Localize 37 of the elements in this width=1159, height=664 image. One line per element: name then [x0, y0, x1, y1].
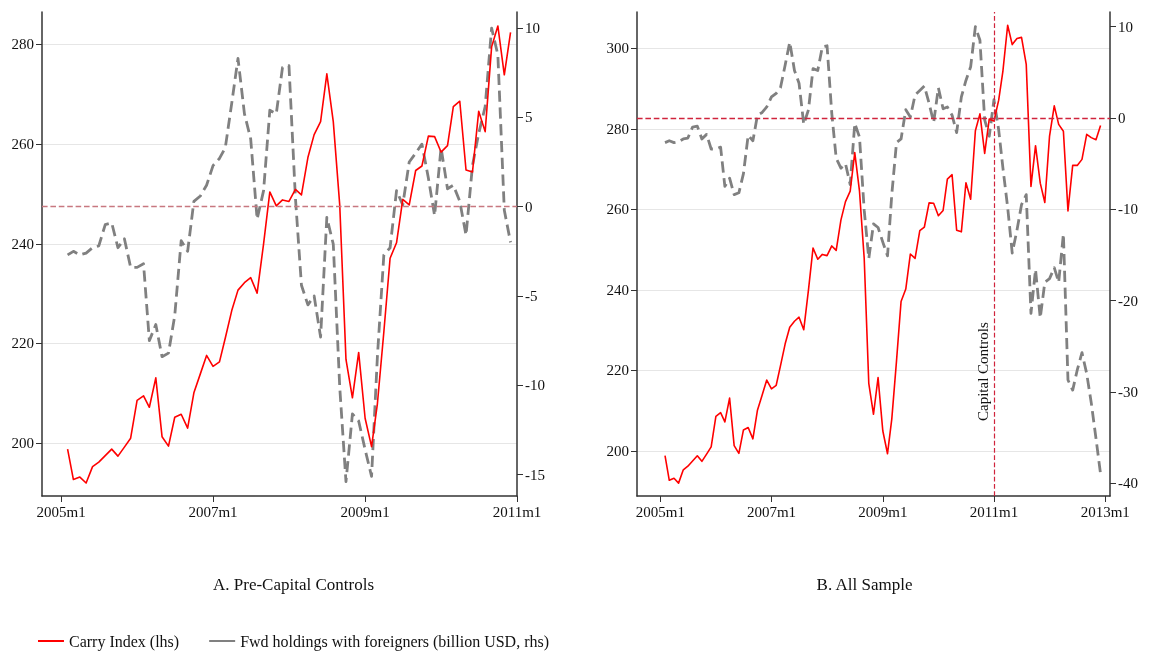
y2-tick-label: -40	[1118, 475, 1138, 492]
x-tick-label: 2009m1	[858, 503, 908, 520]
y-tick-label: 280	[11, 36, 34, 53]
ref-line-label: Capital Controls	[975, 322, 992, 421]
y2-tick-label: 5	[525, 109, 533, 126]
y-tick-label: 240	[606, 281, 629, 298]
y2-tick-label: -20	[1118, 292, 1138, 309]
y2-tick-label: -10	[525, 377, 545, 394]
x-tick-label: 2007m1	[746, 503, 797, 520]
y2-tick-label: -15	[525, 466, 545, 483]
x-tick-label: 2011m1	[969, 503, 1019, 520]
y2-tick-label: -10	[1118, 201, 1138, 218]
y-tick-label: 300	[606, 40, 629, 57]
y-tick-label: 260	[606, 201, 629, 218]
y2-tick-label: -5	[525, 287, 538, 304]
y-tick-label: 220	[11, 335, 34, 352]
y-tick-label: 220	[606, 362, 629, 379]
y2-tick-label: 10	[1118, 18, 1133, 35]
text: B. All Sample	[816, 575, 913, 594]
x-tick-label: 2011m1	[492, 503, 542, 520]
x-tick-label: 2009m1	[340, 503, 390, 520]
y2-tick-label: 0	[525, 198, 533, 215]
y-tick-label: 260	[11, 136, 34, 153]
y-tick-label: 240	[11, 235, 34, 252]
y2-tick-label: 10	[525, 20, 540, 37]
x-tick-label: 2005m1	[36, 503, 86, 520]
legend-label: Fwd holdings with foreigners (billion USD, rhs)	[240, 632, 550, 651]
y2-tick-label: -30	[1118, 383, 1138, 400]
y-tick-label: 200	[606, 442, 629, 459]
text: A. Pre-Capital Controls	[212, 575, 375, 594]
x-tick-label: 2013m1	[1080, 503, 1130, 520]
y-tick-label: 280	[606, 120, 629, 137]
y2-tick-label: 0	[1118, 109, 1126, 126]
legend-label: Carry Index (lhs)	[68, 632, 180, 651]
x-tick-label: 2007m1	[188, 503, 238, 520]
x-tick-label: 2005m1	[635, 503, 685, 520]
y-tick-label: 200	[11, 435, 34, 452]
